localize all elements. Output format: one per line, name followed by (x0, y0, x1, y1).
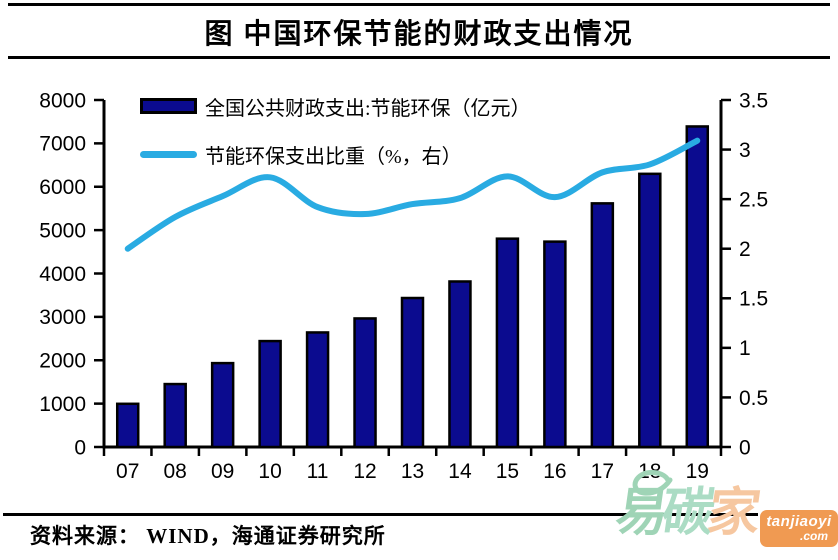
right-axis-tick-label: 2.5 (739, 188, 768, 211)
top-rule (8, 3, 830, 6)
x-axis-year-label: 19 (686, 460, 709, 483)
left-axis-tick-label: 4000 (39, 263, 86, 286)
left-axis-tick-label: 5000 (39, 219, 86, 242)
right-axis-tick-label: 2 (739, 238, 751, 261)
watermark-swirl-icon (632, 470, 673, 496)
chart-title: 图 中国环保节能的财政支出情况 (204, 19, 634, 50)
x-axis-year-label: 08 (164, 460, 187, 483)
x-axis-year-label: 12 (353, 460, 376, 483)
x-axis-year-label: 17 (591, 460, 614, 483)
x-axis-year-label: 10 (258, 460, 281, 483)
left-axis-tick-label: 8000 (39, 89, 86, 112)
watermark-char-jia: 家 (704, 485, 765, 542)
right-axis-tick-label: 1.5 (739, 288, 768, 311)
bar-09 (210, 361, 235, 449)
x-axis-year-label: 14 (448, 460, 472, 483)
bar-16 (543, 240, 567, 449)
x-axis-year-label: 09 (211, 460, 234, 483)
left-axis-tick-label: 2000 (39, 350, 86, 373)
right-axis-tick-label: 0 (739, 436, 751, 459)
bar-14 (448, 280, 472, 449)
bar-08 (163, 382, 187, 449)
legend: 全国公共财政支出:节能环保（亿元） 节能环保支出比重（%，右） (140, 94, 531, 168)
watermark-domain-badge: tanjiaoyi .com (760, 510, 838, 547)
x-axis-year-label: 16 (543, 460, 566, 483)
right-axis-tick-label: 0.5 (739, 387, 768, 410)
x-axis-year-label: 11 (307, 460, 329, 483)
right-axis-tick-label: 1 (739, 337, 751, 360)
bar-13 (400, 296, 425, 449)
left-axis-tick-label: 1000 (39, 393, 86, 416)
right-axis-tick-label: 3.5 (739, 89, 768, 112)
watermark-logo: 易 碳 家 tanjiaoyi .com (610, 470, 838, 556)
x-axis-year-label: 07 (116, 460, 139, 483)
left-axis-tick-label: 7000 (39, 133, 86, 156)
bar-11 (305, 331, 330, 449)
watermark-tld-text: .com (799, 529, 828, 543)
bar-10 (258, 339, 282, 449)
legend-label-expenditure: 全国公共财政支出:节能环保（亿元） (205, 97, 531, 120)
left-axis-tick-label: 0 (74, 436, 86, 459)
source-divider (3, 513, 758, 516)
ratio-line (124, 137, 701, 252)
watermark-domain-text: tanjiaoyi (766, 513, 832, 530)
legend-item-expenditure: 全国公共财政支出:节能环保（亿元） (140, 94, 531, 120)
left-axis-tick-label: 3000 (39, 306, 86, 329)
x-axis-year-label: 13 (401, 460, 424, 483)
line-series-swatch-icon (140, 150, 197, 158)
x-axis-year-label: 15 (496, 460, 519, 483)
bar-12 (353, 317, 377, 449)
bar-series-swatch-icon (140, 98, 197, 114)
source-text: 资料来源： WIND，海通证券研究所 (30, 524, 386, 548)
left-axis-tick-label: 6000 (39, 176, 86, 199)
bar-17 (590, 202, 615, 449)
title-bottom-rule (8, 56, 830, 59)
bar-15 (495, 237, 520, 449)
legend-label-ratio: 节能环保支出比重（%，右） (205, 145, 462, 168)
right-axis-tick-label: 3 (739, 139, 751, 162)
legend-item-ratio: 节能环保支出比重（%，右） (140, 142, 531, 168)
bar-07 (115, 402, 140, 449)
bar-18 (638, 172, 662, 449)
bar-19 (685, 125, 710, 449)
